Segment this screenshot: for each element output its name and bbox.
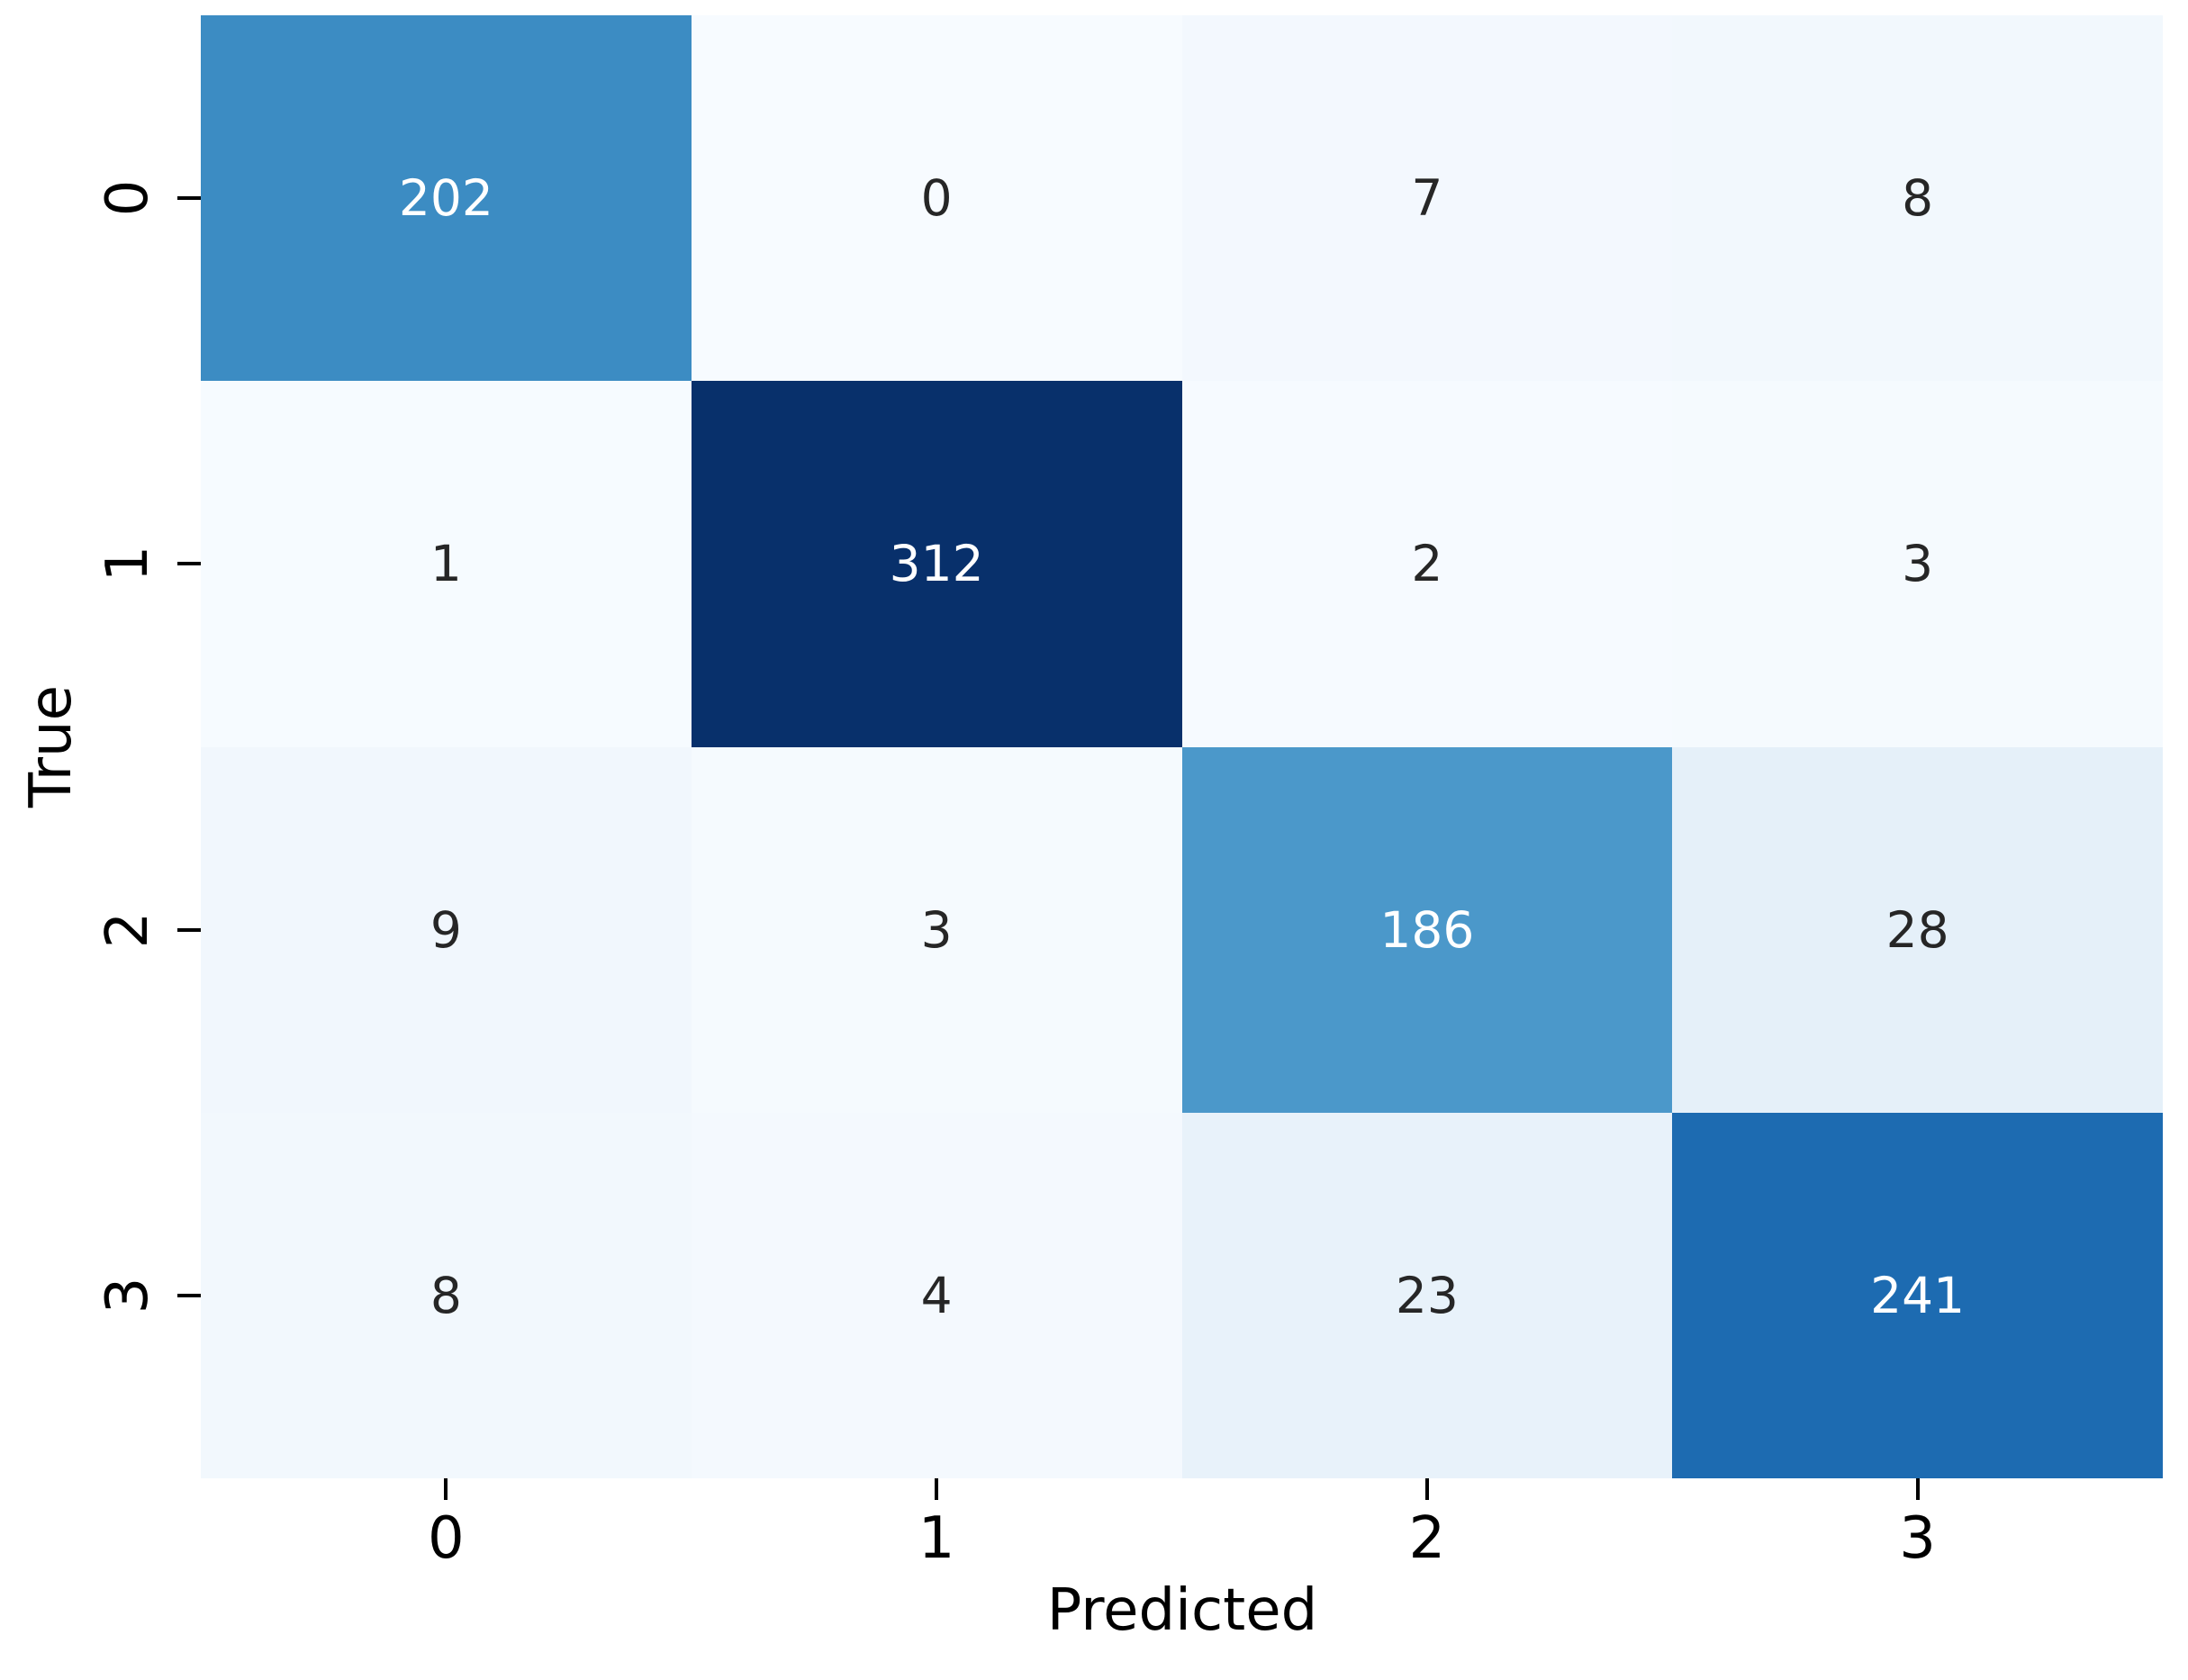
heatmap-cell-r2c1: 3 — [691, 746, 1182, 1113]
x-tick-label-3: 3 — [1899, 1505, 1936, 1572]
cell-value: 241 — [1870, 1266, 1966, 1324]
cell-value: 28 — [1885, 900, 1949, 959]
cell-value: 3 — [1902, 535, 1934, 593]
heatmap-cell-r3c2: 23 — [1181, 1112, 1673, 1478]
x-tick-mark — [1424, 1478, 1429, 1500]
heatmap-cell-r2c3: 28 — [1672, 746, 2163, 1113]
heatmap-cell-r0c3: 8 — [1672, 15, 2163, 382]
heatmap-cell-r0c2: 7 — [1181, 15, 1673, 382]
cell-value: 2 — [1411, 535, 1443, 593]
x-tick-mark — [935, 1478, 939, 1500]
heatmap-cell-r3c0: 8 — [201, 1112, 692, 1478]
x-tick-label-2: 2 — [1408, 1505, 1446, 1572]
y-tick-label-2: 2 — [95, 911, 161, 948]
cell-value: 9 — [429, 900, 462, 959]
x-tick-mark — [1915, 1478, 1920, 1500]
heatmap-cell-r2c0: 9 — [201, 746, 692, 1113]
x-tick-label-0: 0 — [428, 1505, 465, 1572]
cell-value: 7 — [1411, 169, 1443, 228]
heatmap-cell-r2c2: 186 — [1181, 746, 1673, 1113]
heatmap-cell-r3c3: 241 — [1672, 1112, 2163, 1478]
heatmap-cell-r3c1: 4 — [691, 1112, 1182, 1478]
y-tick-label-0: 0 — [95, 179, 161, 217]
y-tick-mark — [177, 562, 201, 566]
heatmap-cell-r1c3: 3 — [1672, 381, 2163, 747]
y-tick-mark — [177, 1293, 201, 1297]
y-tick-mark — [177, 927, 201, 932]
cell-value: 8 — [1902, 169, 1934, 228]
heatmap-cell-r1c1: 312 — [691, 381, 1182, 747]
heatmap-cell-r1c0: 1 — [201, 381, 692, 747]
x-tick-label-1: 1 — [918, 1505, 955, 1572]
heatmap-grid: 202 0 7 8 1 312 2 3 9 3 186 28 8 4 23 241 — [201, 15, 2163, 1478]
cell-value: 3 — [920, 900, 953, 959]
y-tick-mark — [177, 196, 201, 201]
y-axis-label: True — [18, 685, 85, 808]
cell-value: 186 — [1379, 900, 1475, 959]
cell-value: 202 — [398, 169, 493, 228]
cell-value: 312 — [889, 535, 984, 593]
y-tick-label-3: 3 — [95, 1277, 161, 1314]
cell-value: 4 — [920, 1266, 953, 1324]
cell-value: 8 — [429, 1266, 462, 1324]
cell-value: 0 — [920, 169, 953, 228]
x-axis-label: Predicted — [1046, 1577, 1318, 1644]
cell-value: 23 — [1395, 1266, 1459, 1324]
y-tick-label-1: 1 — [95, 546, 161, 583]
x-tick-mark — [444, 1478, 448, 1500]
heatmap-cell-r0c1: 0 — [691, 15, 1182, 382]
cell-value: 1 — [429, 535, 462, 593]
heatmap-cell-r0c0: 202 — [201, 15, 692, 382]
heatmap-cell-r1c2: 2 — [1181, 381, 1673, 747]
